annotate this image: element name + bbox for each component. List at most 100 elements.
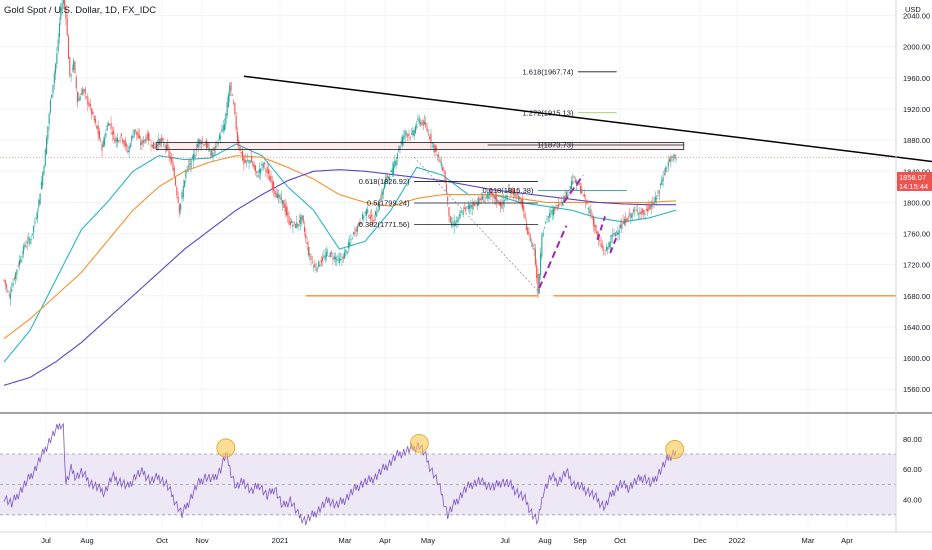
candle-body bbox=[263, 162, 266, 165]
candle-body bbox=[26, 241, 28, 244]
candle-body bbox=[387, 176, 389, 179]
candle-body bbox=[541, 235, 543, 257]
candle-body bbox=[89, 104, 91, 107]
candle-body bbox=[381, 191, 383, 200]
candle-body bbox=[301, 214, 303, 220]
candle-body bbox=[569, 186, 571, 190]
candle-body bbox=[212, 152, 214, 157]
candle-body bbox=[135, 129, 137, 131]
candle-body bbox=[43, 166, 45, 174]
candle-body bbox=[101, 144, 103, 151]
candle-body bbox=[529, 235, 531, 242]
candle-body bbox=[380, 199, 382, 200]
candle-body bbox=[546, 219, 548, 220]
candle-body bbox=[279, 195, 281, 200]
candle-body bbox=[394, 160, 396, 167]
price-axis[interactable]: 1560.00 1600.00 1640.00 1680.00 1720.00 1760.… bbox=[903, 12, 930, 395]
candle-body bbox=[334, 257, 337, 260]
candle-body bbox=[49, 99, 51, 113]
candle-body bbox=[52, 84, 54, 94]
candle-body bbox=[493, 195, 495, 199]
candle-body bbox=[520, 199, 522, 205]
candle-body bbox=[524, 213, 526, 219]
fib-level-label: 0.382(1771.56) bbox=[359, 220, 410, 229]
candle-body bbox=[654, 197, 656, 203]
candle-body bbox=[443, 169, 445, 171]
candle-body bbox=[363, 216, 365, 218]
candle-body bbox=[340, 258, 342, 260]
candle-body bbox=[627, 218, 629, 220]
candle-body bbox=[436, 154, 438, 156]
candle-body bbox=[172, 161, 174, 171]
candle-body bbox=[403, 135, 405, 140]
candle-body bbox=[429, 136, 431, 140]
candle-body bbox=[552, 208, 555, 216]
rsi-axis[interactable]: 40.00 60.00 80.00 bbox=[903, 435, 922, 505]
candle-body bbox=[180, 203, 182, 211]
candle-body bbox=[58, 23, 61, 38]
candle-body bbox=[610, 235, 613, 237]
candle-body bbox=[501, 204, 503, 209]
candle-body bbox=[31, 233, 33, 235]
candle-body bbox=[367, 209, 369, 213]
candle-body bbox=[404, 130, 406, 137]
fib-level-label: 0.618(1826.92) bbox=[359, 177, 410, 186]
candle-body bbox=[371, 215, 373, 217]
candle-body bbox=[171, 157, 173, 162]
candle-body bbox=[581, 188, 583, 194]
price-tick-label: 1560.00 bbox=[903, 385, 930, 394]
candle-body bbox=[293, 221, 295, 223]
candle-body bbox=[625, 218, 627, 224]
candle-body bbox=[511, 188, 513, 194]
time-tick-label: Mar bbox=[339, 536, 352, 545]
candle-body bbox=[453, 221, 455, 227]
candle-body bbox=[244, 159, 246, 163]
candle-body bbox=[391, 168, 393, 175]
candle-body bbox=[556, 207, 558, 209]
candle-body bbox=[586, 200, 588, 205]
candle-body bbox=[333, 255, 335, 260]
candle-body bbox=[224, 124, 226, 131]
candle-body bbox=[512, 189, 515, 195]
main-pane[interactable]: 1.618(1967.74) 1.272(1915.13) 1(1873.73) 0.… bbox=[0, 0, 932, 532]
candle-body bbox=[525, 223, 527, 231]
candle-body bbox=[595, 224, 597, 233]
rsi-highlight-circle bbox=[665, 440, 685, 459]
candle-body bbox=[362, 214, 364, 220]
candle-body bbox=[269, 175, 271, 181]
candle-body bbox=[104, 137, 106, 146]
candle-body bbox=[324, 255, 326, 260]
candle-body bbox=[407, 134, 409, 137]
candle-body bbox=[386, 175, 388, 179]
candle-body bbox=[578, 182, 580, 185]
symbol-title[interactable]: Gold Spot / U.S. Dollar, 1D, FX_IDC bbox=[4, 5, 156, 16]
price-tick-label: 2000.00 bbox=[903, 43, 930, 52]
candle-body bbox=[445, 184, 447, 193]
candle-body bbox=[95, 118, 97, 123]
candle-body bbox=[105, 133, 107, 137]
candle-body bbox=[329, 252, 331, 257]
candle-body bbox=[249, 161, 251, 163]
candle-body bbox=[200, 142, 202, 145]
candle-body bbox=[510, 192, 512, 195]
candle-body bbox=[79, 95, 81, 101]
candle-body bbox=[291, 220, 293, 223]
candle-body bbox=[594, 224, 596, 228]
price-tick-label: 1800.00 bbox=[903, 198, 930, 207]
candle-body bbox=[319, 264, 321, 267]
candle-body bbox=[65, 7, 67, 19]
candle-body bbox=[36, 213, 39, 219]
candle-body bbox=[282, 200, 284, 205]
time-axis[interactable]: Jul Aug Oct Nov 2021 Mar Apr May Jul Aug Sep Oct Dec… bbox=[41, 536, 853, 545]
candle-body bbox=[100, 139, 102, 141]
candle-body bbox=[137, 133, 139, 139]
candle-body bbox=[278, 194, 280, 198]
candle-body bbox=[460, 214, 462, 216]
time-tick-label: Dec bbox=[693, 536, 707, 545]
fib-level-label: 0.618(1815.38) bbox=[483, 186, 534, 195]
candle-body bbox=[332, 257, 334, 259]
candle-body bbox=[621, 223, 623, 230]
candle-body bbox=[632, 209, 634, 212]
candle-body bbox=[217, 143, 219, 145]
